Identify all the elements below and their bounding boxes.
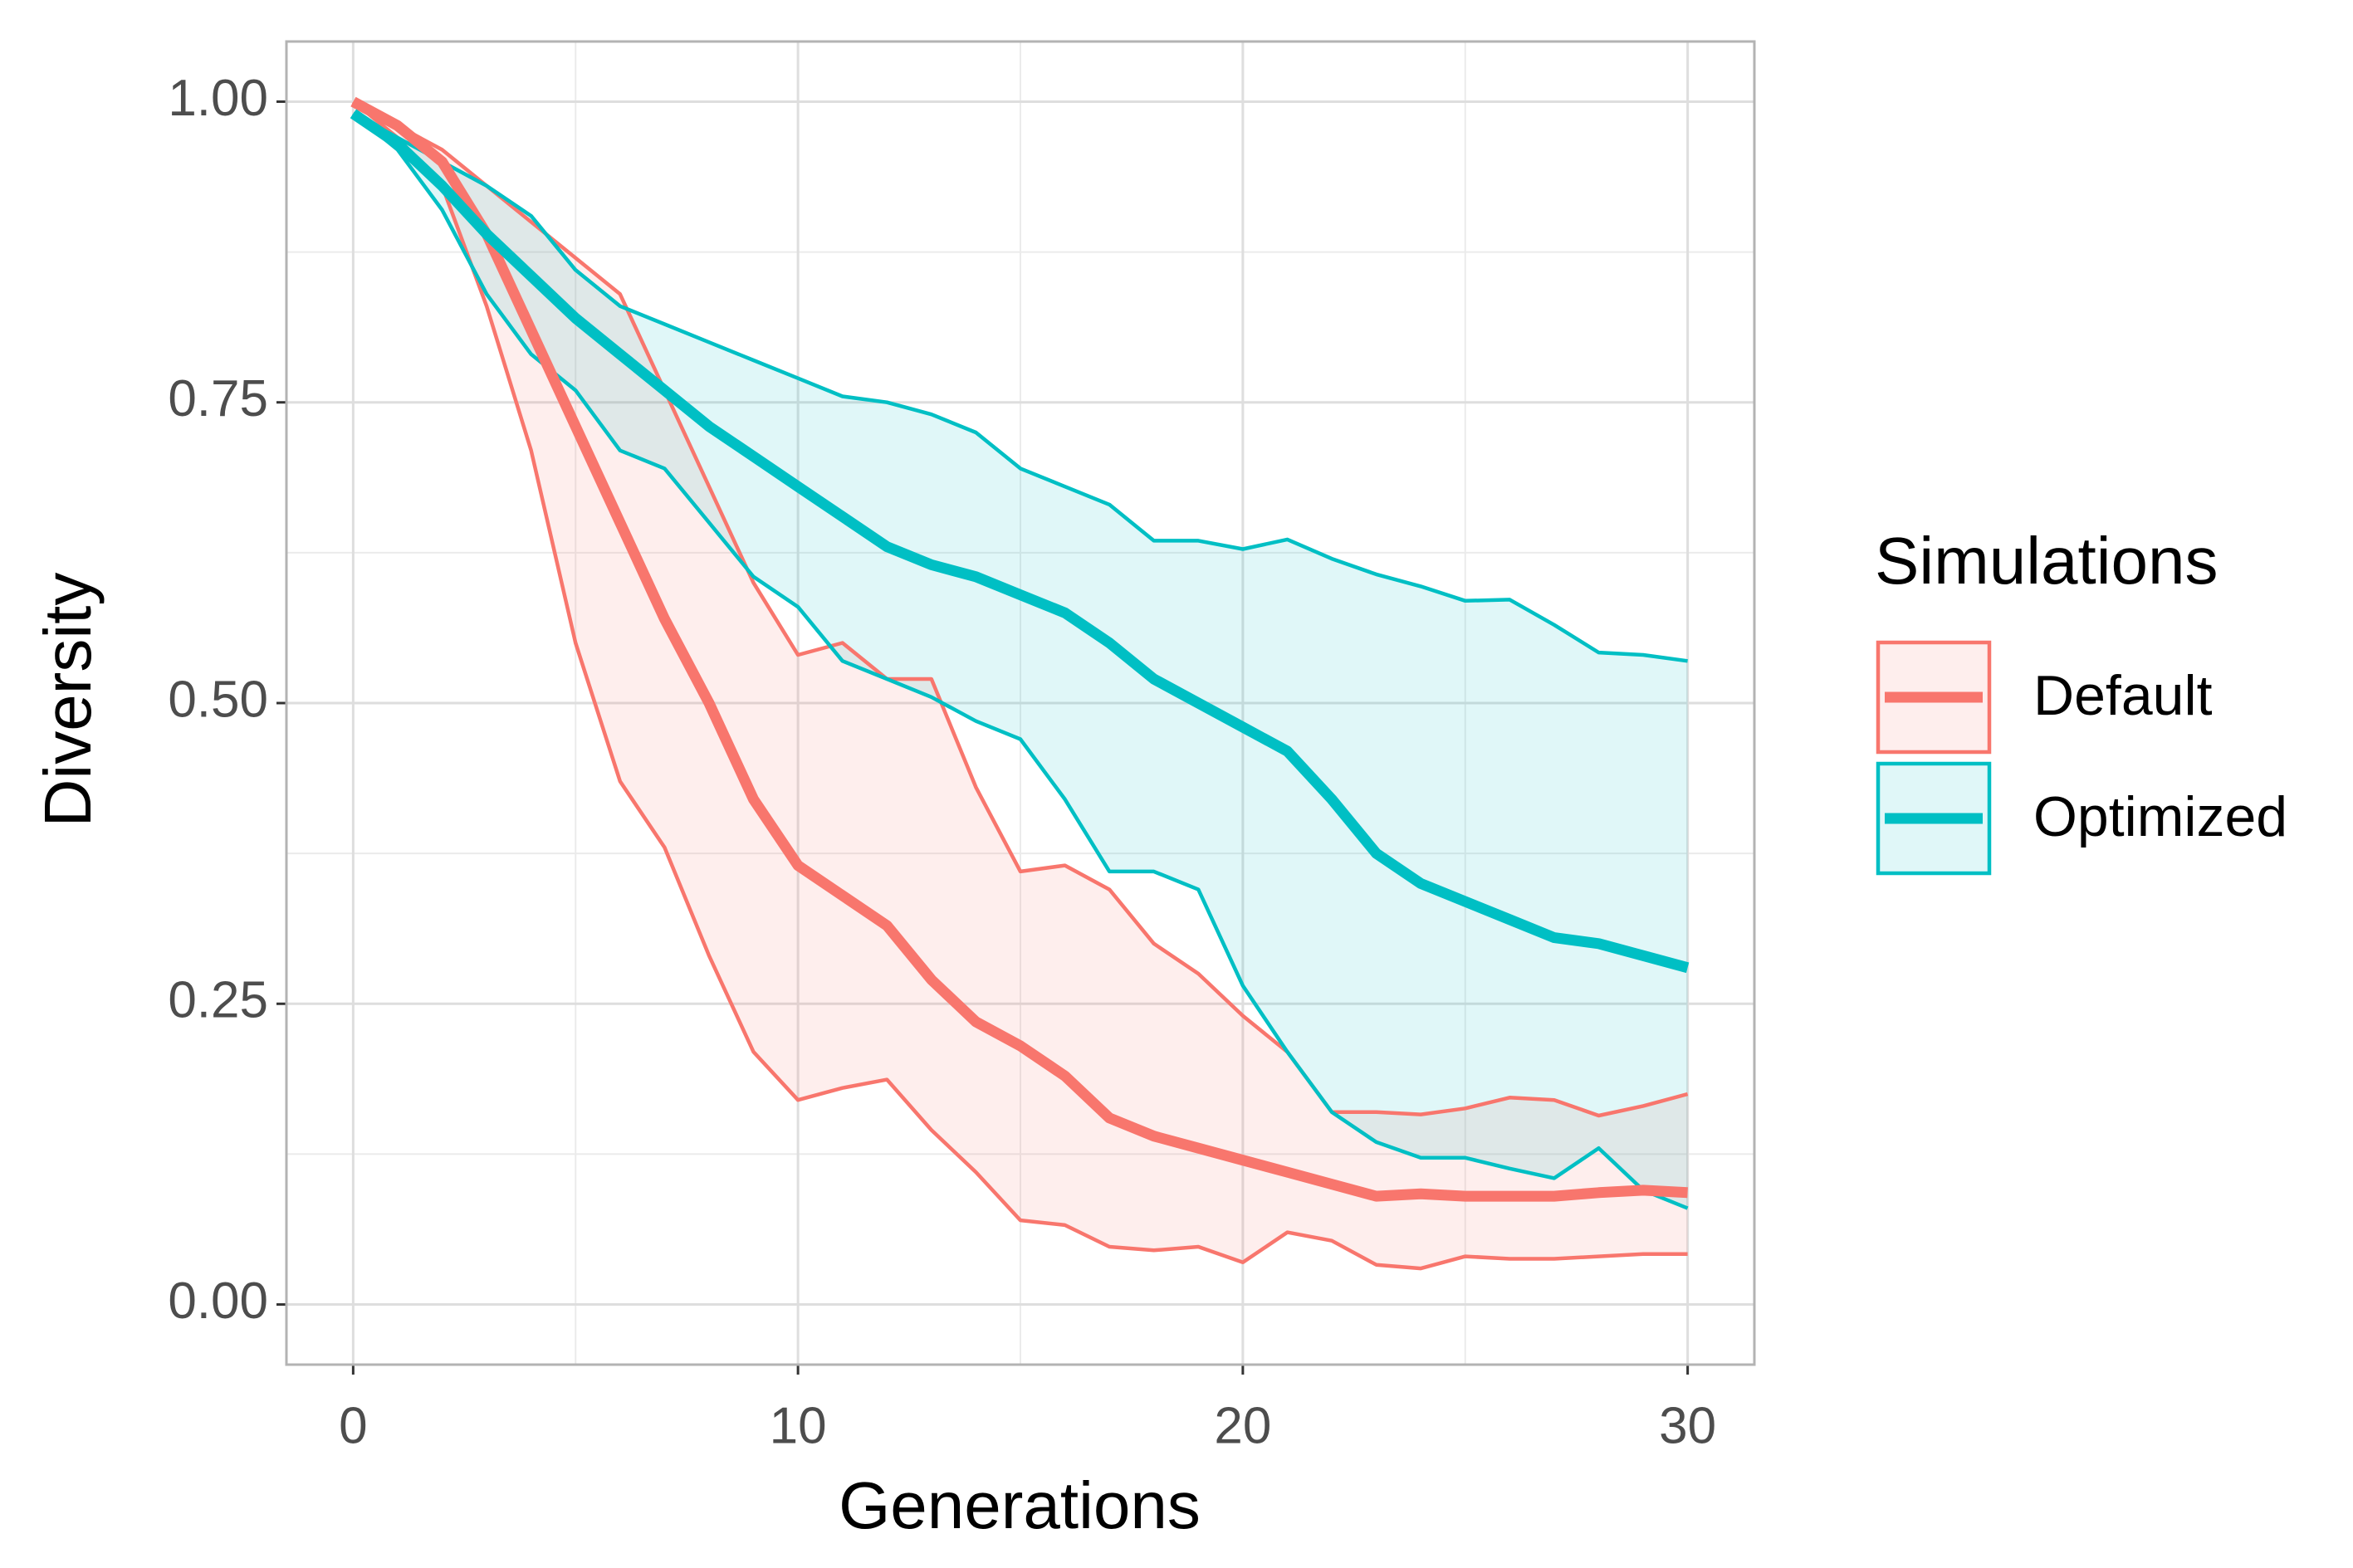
y-axis-title: Diversity [31, 573, 105, 828]
x-tick-label: 10 [770, 1397, 827, 1454]
mean-line [350, 96, 1688, 1202]
legend-title: Simulations [1875, 524, 2218, 598]
x-tick-label: 20 [1214, 1397, 1271, 1454]
legend-label: Optimized [2033, 785, 2287, 848]
ribbon [353, 113, 1688, 1209]
y-tick-label: 1.00 [168, 70, 268, 127]
bound-line [352, 111, 1688, 663]
y-tick-label: 0.25 [168, 972, 268, 1029]
y-tick-label: 0.75 [168, 370, 268, 427]
y-tick-label: 0.00 [168, 1272, 268, 1330]
legend-label: Default [2033, 664, 2213, 727]
bound-line [352, 100, 1689, 1118]
x-tick-label: 0 [339, 1397, 367, 1454]
bound-line [351, 112, 1689, 1210]
y-tick-label: 0.50 [168, 671, 268, 728]
panel-border [285, 40, 1756, 1366]
bound-line [351, 100, 1688, 1271]
mean-line [350, 109, 1690, 974]
ribbon [353, 101, 1688, 1269]
x-tick-label: 30 [1659, 1397, 1716, 1454]
x-axis-title: Generations [839, 1468, 1201, 1542]
